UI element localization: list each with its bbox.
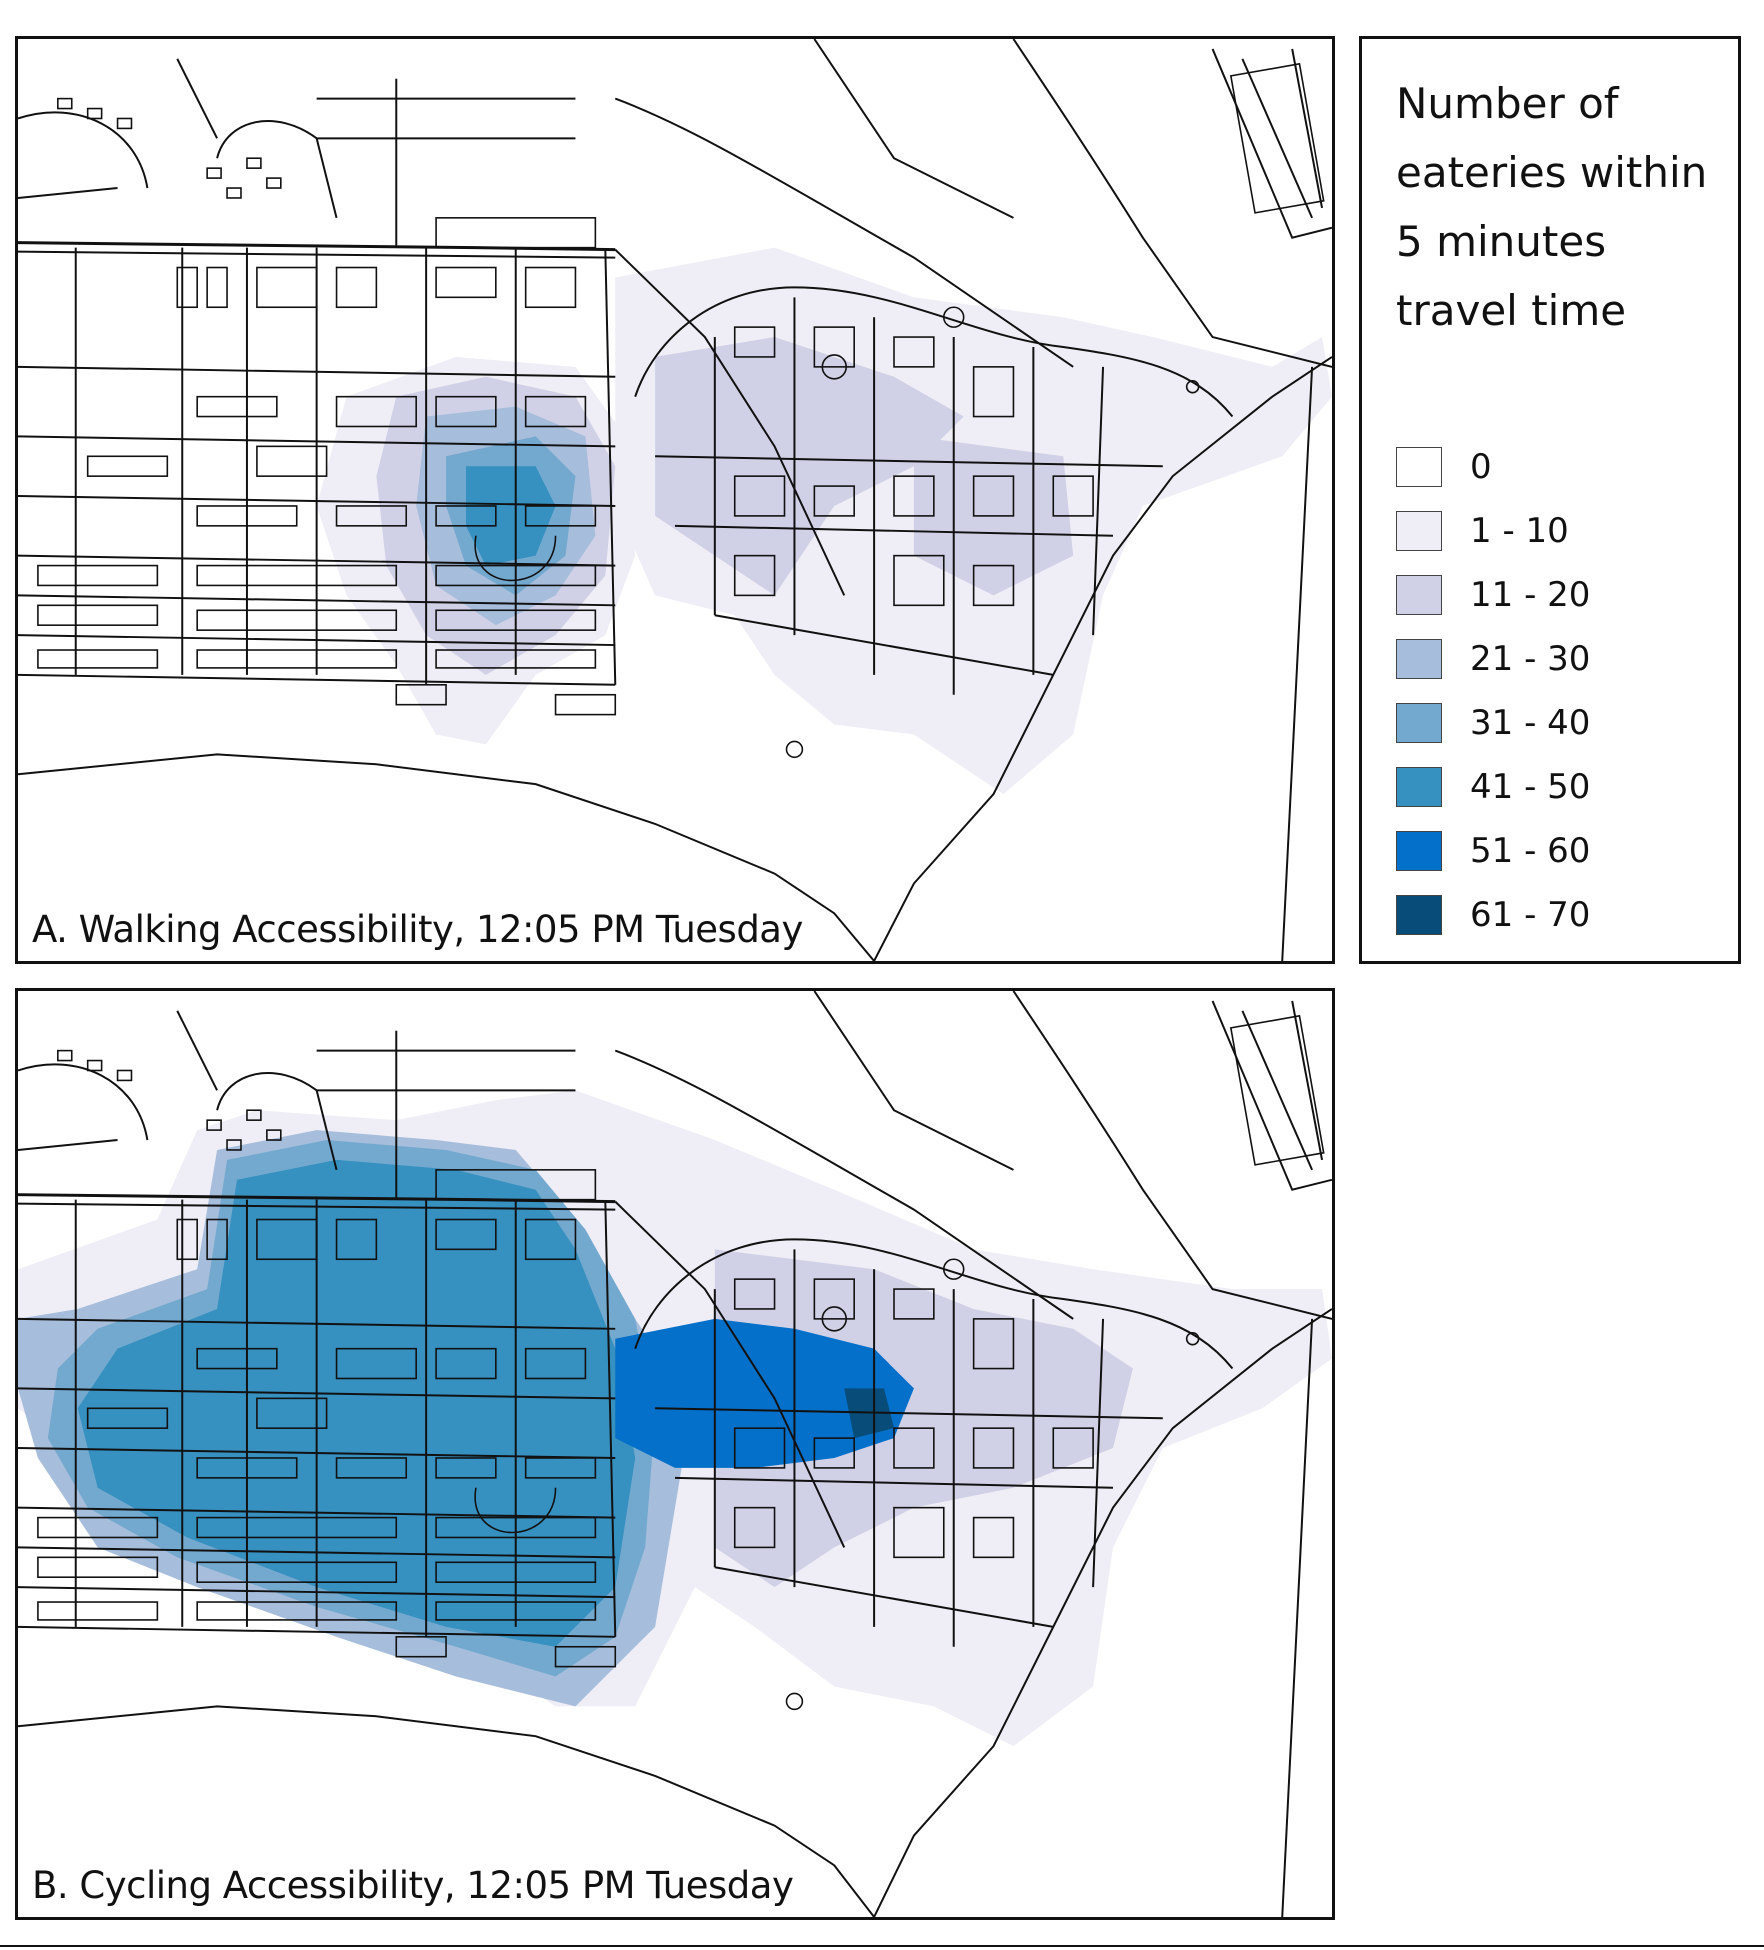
heatmap-layer <box>18 1090 1332 1747</box>
heatmap-layer <box>316 247 1332 795</box>
legend-item-61-70: 61 - 70 <box>1396 883 1590 947</box>
legend-swatch <box>1396 767 1442 807</box>
legend-label: 61 - 70 <box>1470 895 1591 935</box>
legend-label: 31 - 40 <box>1470 703 1591 743</box>
road-network <box>18 39 1332 961</box>
legend-swatch <box>1396 447 1442 487</box>
legend-label: 51 - 60 <box>1470 831 1591 871</box>
legend-title-line: 5 minutes <box>1396 217 1607 266</box>
legend-item-11-20: 11 - 20 <box>1396 563 1590 627</box>
cycling-accessibility-map <box>18 991 1332 1917</box>
legend-title-line: Number of <box>1396 79 1619 128</box>
legend-swatch <box>1396 703 1442 743</box>
legend-swatch <box>1396 831 1442 871</box>
building-footprints <box>37 1014 1325 1711</box>
legend-swatch <box>1396 895 1442 935</box>
building-footprints <box>37 62 1325 759</box>
map-panel-cycling: B. Cycling Accessibility, 12:05 PM Tuesd… <box>15 988 1335 1920</box>
legend-item-1-10: 1 - 10 <box>1396 499 1590 563</box>
map-panel-walking: A. Walking Accessibility, 12:05 PM Tuesd… <box>15 36 1335 964</box>
bottom-divider <box>0 1945 1764 1947</box>
legend-swatch <box>1396 511 1442 551</box>
map-legend: Number of eateries within 5 minutes trav… <box>1359 36 1741 964</box>
legend-label: 21 - 30 <box>1470 639 1591 679</box>
legend-label: 0 <box>1470 447 1492 487</box>
walking-accessibility-map <box>18 39 1332 961</box>
legend-item-41-50: 41 - 50 <box>1396 755 1590 819</box>
legend-label: 1 - 10 <box>1470 511 1569 551</box>
legend-swatch <box>1396 639 1442 679</box>
legend-title-line: eateries within <box>1396 148 1708 197</box>
legend-label: 11 - 20 <box>1470 575 1591 615</box>
panel-caption-cycling: B. Cycling Accessibility, 12:05 PM Tuesd… <box>32 1864 794 1907</box>
panel-caption-walking: A. Walking Accessibility, 12:05 PM Tuesd… <box>32 908 803 951</box>
legend-title-line: travel time <box>1396 286 1627 335</box>
legend-title: Number of eateries within 5 minutes trav… <box>1396 69 1736 345</box>
legend-item-0: 0 <box>1396 435 1590 499</box>
legend-label: 41 - 50 <box>1470 767 1591 807</box>
legend-item-21-30: 21 - 30 <box>1396 627 1590 691</box>
legend-items: 0 1 - 10 11 - 20 21 - 30 31 - 40 41 - 50… <box>1396 435 1590 947</box>
road-network <box>18 991 1332 1917</box>
legend-swatch <box>1396 575 1442 615</box>
legend-item-31-40: 31 - 40 <box>1396 691 1590 755</box>
legend-item-51-60: 51 - 60 <box>1396 819 1590 883</box>
